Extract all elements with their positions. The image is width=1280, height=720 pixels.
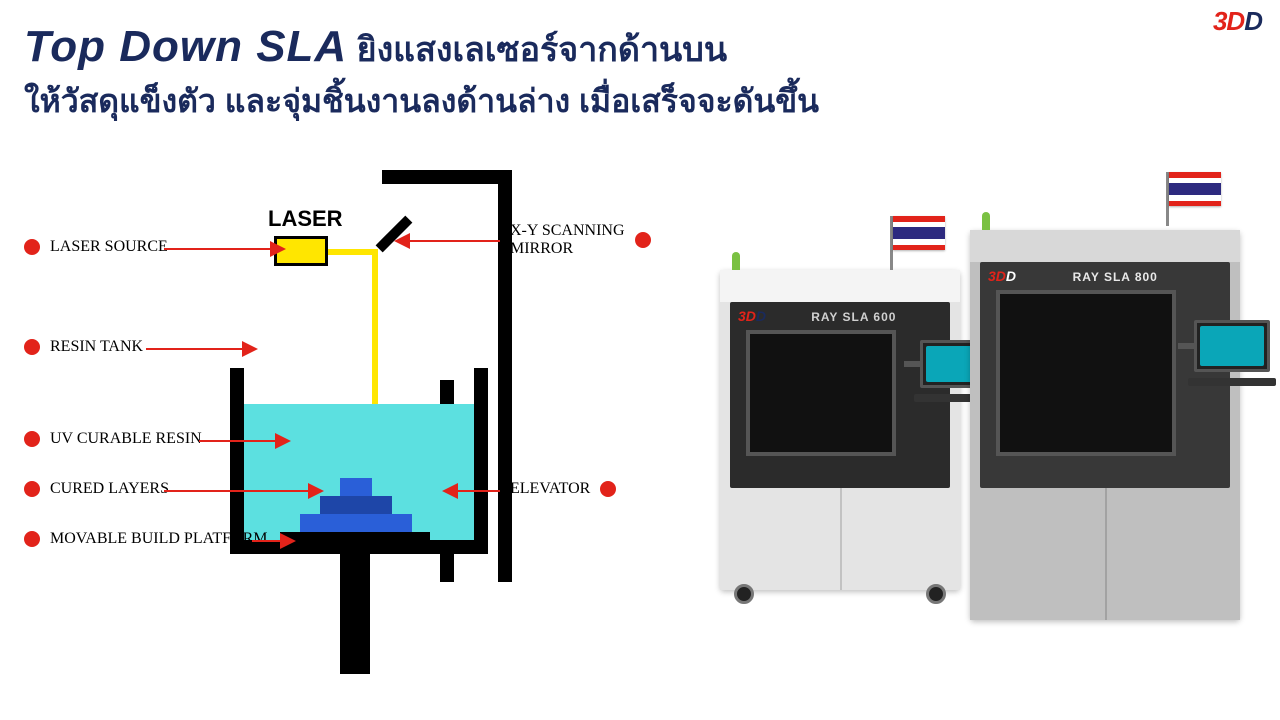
arrow-right-icon <box>270 241 286 257</box>
title-row-2: ให้วัสดุแข็งตัว และจุ่มชิ้นงานลงด้านล่าง… <box>24 76 819 127</box>
wheel-icon <box>926 584 946 604</box>
cured-layer <box>320 496 392 514</box>
label-dot-icon <box>24 481 40 497</box>
arrow-right-icon <box>280 533 296 549</box>
arrow-right-icon <box>275 433 291 449</box>
left-label: LASER SOURCE <box>24 238 168 256</box>
logo-3d: 3D <box>1213 6 1244 36</box>
laser-label: LASER <box>268 206 343 232</box>
machine-window <box>746 330 896 456</box>
label-text: CURED LAYERS <box>50 480 169 498</box>
label-line <box>458 490 500 492</box>
label-text: ELEVATOR <box>510 480 590 498</box>
brand-logo: 3DD <box>1213 6 1262 37</box>
machine-logo: 3DD <box>738 308 766 324</box>
machine-top <box>970 230 1240 262</box>
label-dot-icon <box>24 239 40 255</box>
left-label: MOVABLE BUILD PLATFORM <box>24 530 268 548</box>
machine-logo: 3DD <box>988 268 1016 284</box>
label-line <box>252 540 280 542</box>
arrow-left-icon <box>394 233 410 249</box>
flag-cloth <box>1169 172 1221 206</box>
machine-name: RAY SLA 600 <box>811 310 896 324</box>
control-panel <box>1194 320 1270 372</box>
machine-light-icon <box>982 212 990 230</box>
label-dot-icon <box>24 431 40 447</box>
label-line <box>164 248 270 250</box>
thai-flag-icon <box>1166 172 1226 226</box>
tank-wall-right <box>474 368 488 554</box>
machine-window <box>996 290 1176 456</box>
machine-light-icon <box>732 252 740 270</box>
left-label: RESIN TANK <box>24 338 143 356</box>
machine-name: RAY SLA 800 <box>1073 270 1158 284</box>
flag-stripe <box>893 227 945 239</box>
label-line <box>146 348 242 350</box>
printer-machine: 3DD RAY SLA 600 <box>720 270 960 590</box>
screen-arm <box>904 361 920 367</box>
wheel-icon <box>734 584 754 604</box>
label-line <box>410 240 500 242</box>
title-strong: Top Down SLA <box>24 22 347 71</box>
tank-wall-left <box>230 368 244 554</box>
label-text: RESIN TANK <box>50 338 143 356</box>
label-dot-icon <box>24 339 40 355</box>
label-text: X-Y SCANNINGMIRROR <box>510 222 625 257</box>
label-dot-icon <box>600 481 616 497</box>
left-label: UV CURABLE RESIN <box>24 430 202 448</box>
screen-arm <box>1178 343 1194 349</box>
logo-d: D <box>1244 6 1262 36</box>
label-text: MOVABLE BUILD PLATFORM <box>50 530 268 548</box>
flag-stripe <box>1169 201 1221 207</box>
build-platform <box>280 532 430 546</box>
label-line <box>199 440 275 442</box>
machine-seam <box>840 488 842 590</box>
screen-display <box>1200 326 1264 366</box>
thai-flag-icon <box>890 216 950 270</box>
label-text: UV CURABLE RESIN <box>50 430 202 448</box>
title-row-1: Top Down SLA ยิงแสงเลเซอร์จากด้านบน <box>24 22 727 76</box>
cured-layer <box>300 514 412 532</box>
infographic-canvas: { "colors": { "navy": "#1a2a5c", "red": … <box>0 0 1280 720</box>
flag-cloth <box>893 216 945 250</box>
machine-top <box>720 270 960 302</box>
keyboard-tray <box>1188 378 1276 386</box>
printer-machine: 3DD RAY SLA 800 <box>970 230 1240 620</box>
label-text: LASER SOURCE <box>50 238 168 256</box>
arrow-left-icon <box>442 483 458 499</box>
title-thai-1: ยิงแสงเลเซอร์จากด้านบน <box>347 31 727 69</box>
label-line <box>164 490 308 492</box>
laser-beam-h <box>328 249 378 255</box>
arrow-right-icon <box>308 483 324 499</box>
cured-layer <box>340 478 372 496</box>
flag-stripe <box>1169 183 1221 195</box>
machine-seam <box>1105 488 1107 620</box>
arrow-right-icon <box>242 341 258 357</box>
support-arm-top <box>382 170 512 184</box>
right-label: X-Y SCANNINGMIRROR <box>510 222 651 257</box>
label-dot-icon <box>24 531 40 547</box>
platform-stem <box>340 544 370 674</box>
right-label: ELEVATOR <box>510 480 616 498</box>
flag-stripe <box>893 245 945 251</box>
label-dot-icon <box>635 232 651 248</box>
left-label: CURED LAYERS <box>24 480 169 498</box>
